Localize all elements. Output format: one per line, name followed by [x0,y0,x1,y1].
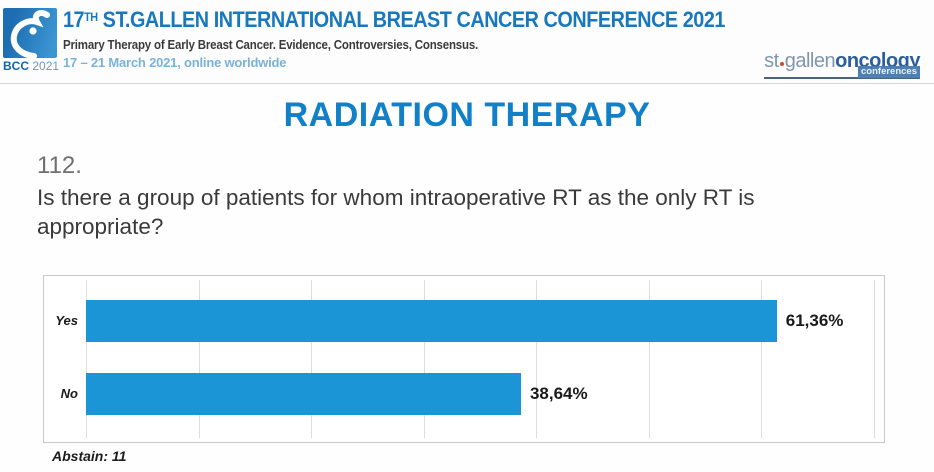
gridline [311,280,313,438]
gridline [198,280,200,438]
gridline [648,280,650,438]
bcc-logo-text: BCC [3,59,29,73]
stgallen-oncology-logo: st gallenoncology conferences [764,50,920,79]
bcc-logo-icon [3,8,57,59]
question-number: 112. [37,152,82,179]
conference-header: BCC 2021 17TH ST.GALLEN INTERNATIONAL BR… [0,0,934,84]
bcc-logo-caption: BCC 2021 [3,59,61,73]
bcc-logo: BCC 2021 [3,8,61,73]
conference-title-ordinal: TH [84,10,98,24]
logo-gallen: gallen [784,50,836,72]
page-title: RADIATION THERAPY [283,96,651,134]
value-label-no: 38,64% [529,384,588,403]
logo-dot-icon [779,62,784,66]
abstain-note: Abstain: 11 [52,448,127,464]
logo-st: st [764,50,779,72]
gridline [86,280,87,438]
question-block: 112. Is there a group of patients for wh… [37,152,877,242]
gridline [423,280,425,438]
gridline [761,280,763,438]
conference-title-number: 17 [63,7,85,32]
category-label-yes: Yes [55,313,78,328]
question-text: Is there a group of patients for whom in… [37,185,755,239]
bar-no [86,373,521,415]
conference-subtitle: Primary Therapy of Early Breast Cancer. … [63,38,479,52]
bcc-logo-year: 2021 [32,59,60,73]
header-titles: 17TH ST.GALLEN INTERNATIONAL BREAST CANC… [63,7,783,70]
conference-title-text: ST.GALLEN INTERNATIONAL BREAST CANCER CO… [97,7,726,32]
category-label-no: No [60,386,78,401]
poll-results-chart: Yes 61,36% No 38,64% [43,275,885,443]
conference-dates: 17 – 21 March 2021, online worldwide [63,55,287,70]
gridline [536,280,538,438]
value-label-yes: 61,36% [785,311,844,330]
gridline [874,280,875,438]
conference-title: 17TH ST.GALLEN INTERNATIONAL BREAST CANC… [63,7,725,33]
logo-conferences-badge: conferences [858,66,920,78]
bar-yes [86,300,777,342]
